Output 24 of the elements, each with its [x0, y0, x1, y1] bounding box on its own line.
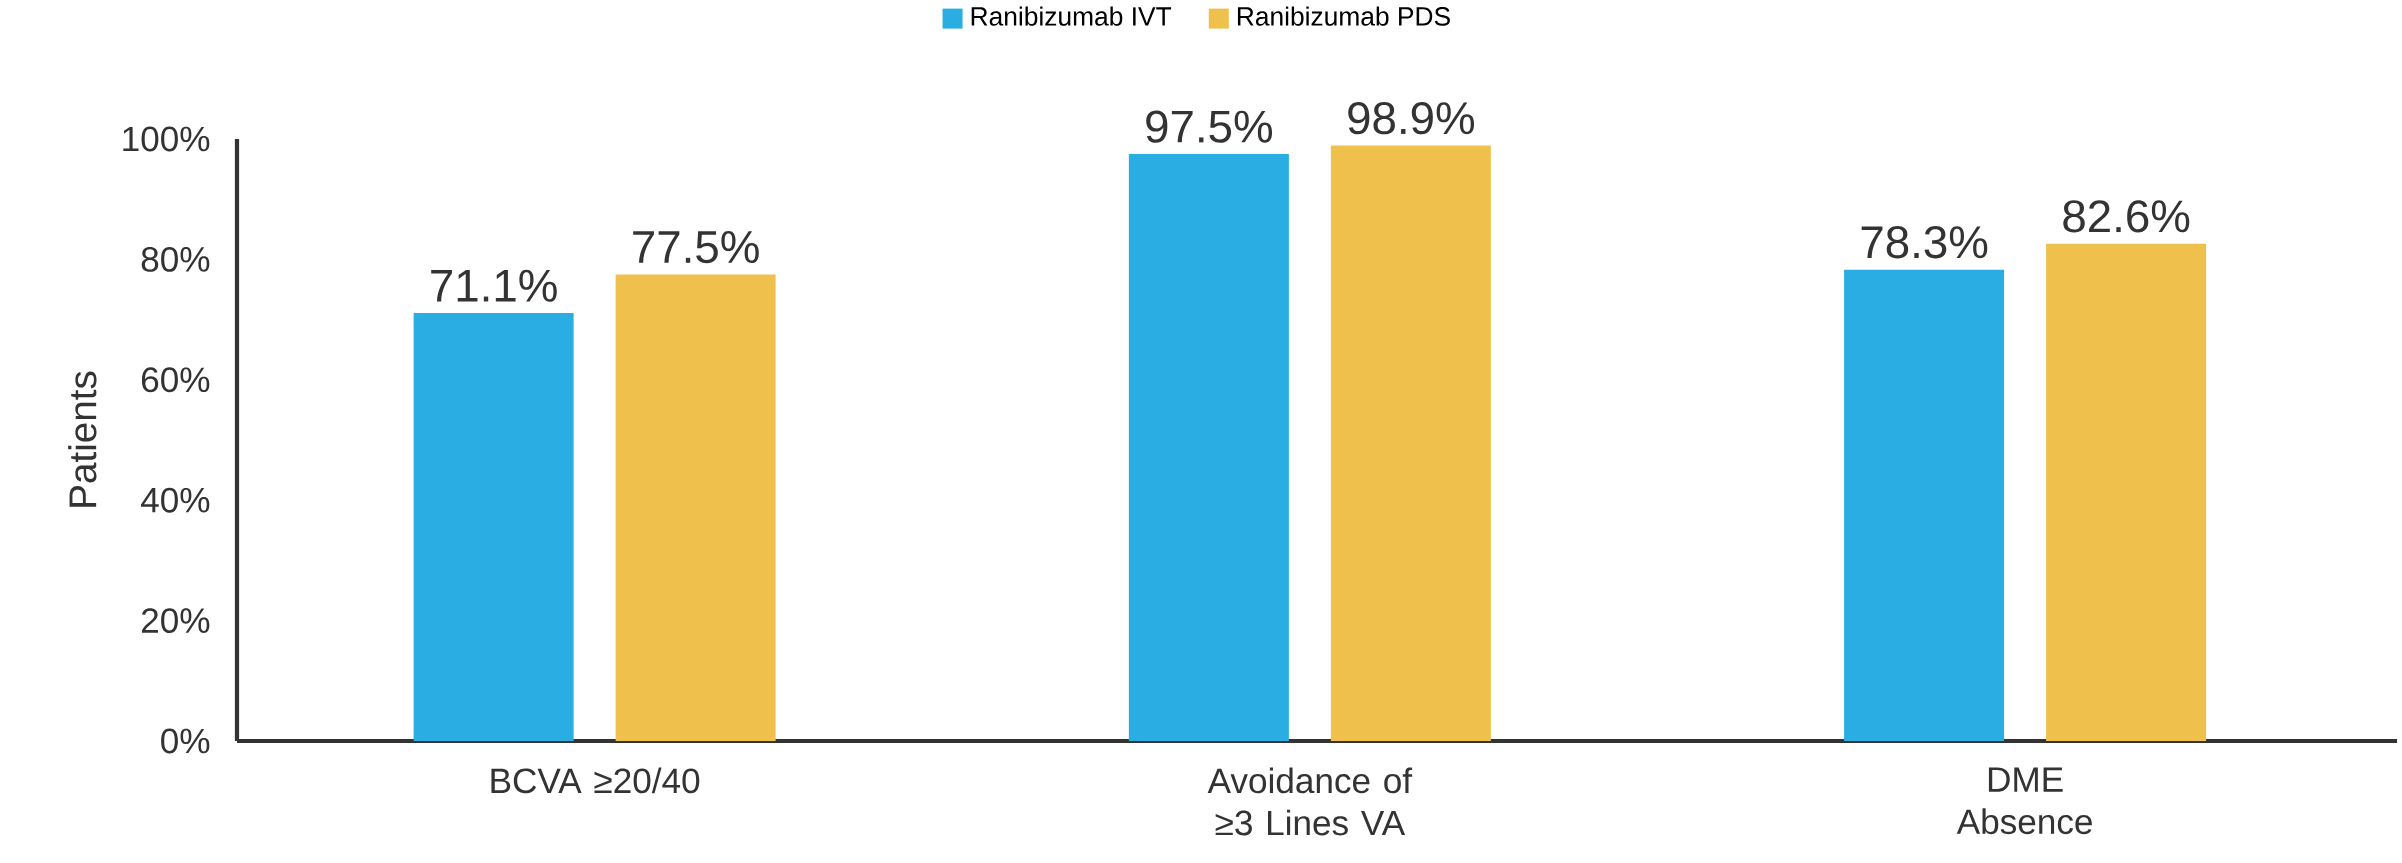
data-label: 71.1%: [431, 269, 557, 302]
y-tick-label: 80%: [141, 246, 210, 272]
x-tick-label: DME Absence: [1956, 767, 2092, 835]
y-tick-label: 0%: [161, 728, 210, 754]
bar: [1128, 154, 1289, 741]
y-tick-label: 20%: [141, 608, 210, 634]
bar: [615, 274, 776, 741]
y-tick-label: 60%: [141, 367, 210, 393]
y-tick-label: 40%: [141, 487, 210, 513]
y-tick-label: 100%: [123, 126, 210, 152]
bar: [1330, 145, 1491, 741]
x-tick-label: Avoidance of ≥3 Lines VA: [1207, 767, 1413, 836]
data-label: 78.3%: [1861, 226, 1988, 259]
x-tick-label: BCVA ≥20/40: [491, 767, 700, 794]
data-label: 77.5%: [633, 231, 759, 264]
data-label: 98.9%: [1348, 102, 1475, 135]
data-label: 97.5%: [1146, 110, 1273, 143]
bar: [1844, 269, 2005, 741]
y-axis-title: Patients: [68, 371, 97, 507]
bar: [2046, 243, 2207, 741]
bar: [413, 312, 574, 741]
legend-label: Ranibizumab PDS: [1237, 6, 1450, 26]
legend-label: Ranibizumab IVT: [971, 6, 1172, 26]
data-label: 82.6%: [2063, 200, 2190, 233]
